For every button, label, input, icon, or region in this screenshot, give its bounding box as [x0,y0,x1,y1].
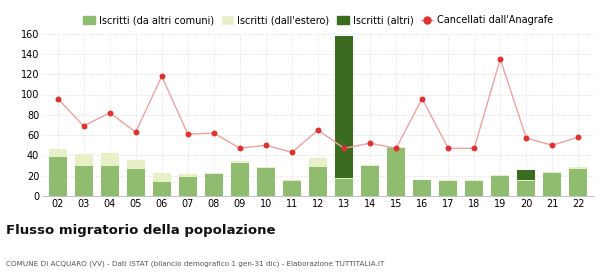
Bar [179,177,197,196]
Bar [439,180,457,181]
Bar [179,174,197,177]
Bar [309,167,327,196]
Bar [517,181,535,196]
Bar [74,165,93,196]
Text: Flusso migratorio della popolazione: Flusso migratorio della popolazione [6,224,275,237]
Point [469,146,479,151]
Bar [491,175,509,176]
Bar [413,180,431,196]
Legend: Iscritti (da altri comuni), Iscritti (dall'estero), Iscritti (altri), Cancellati: Iscritti (da altri comuni), Iscritti (da… [83,15,553,25]
Bar [543,173,562,196]
Point [521,136,531,140]
Bar [205,173,223,174]
Bar [387,147,405,148]
Bar [257,167,275,196]
Point [574,135,583,139]
Point [53,96,62,101]
Bar [491,176,509,196]
Bar [335,36,353,178]
Point [496,57,505,61]
Bar [543,172,562,173]
Bar [49,149,67,157]
Point [418,96,427,101]
Point [105,111,115,115]
Bar [439,181,457,196]
Point [313,128,323,132]
Bar [283,180,301,181]
Bar [283,181,301,196]
Bar [127,169,145,196]
Bar [101,165,119,196]
Bar [569,169,587,196]
Point [365,141,375,146]
Point [183,132,193,136]
Text: COMUNE DI ACQUARO (VV) - Dati ISTAT (bilancio demografico 1 gen-31 dic) - Elabor: COMUNE DI ACQUARO (VV) - Dati ISTAT (bil… [6,260,384,267]
Bar [152,182,171,196]
Point [391,146,401,151]
Point [131,130,140,134]
Bar [127,160,145,169]
Point [339,146,349,151]
Bar [74,154,93,165]
Point [287,150,297,155]
Point [548,143,557,148]
Point [157,74,167,78]
Bar [309,158,327,167]
Point [235,146,245,151]
Bar [152,173,171,182]
Bar [205,174,223,196]
Bar [517,170,535,180]
Bar [465,181,484,196]
Point [443,146,453,151]
Bar [335,178,353,179]
Bar [335,179,353,196]
Bar [465,180,484,181]
Bar [517,180,535,181]
Point [209,131,218,135]
Point [261,143,271,148]
Bar [569,167,587,169]
Bar [387,148,405,196]
Bar [101,153,119,165]
Point [79,124,88,128]
Bar [49,157,67,196]
Bar [361,165,379,196]
Bar [231,162,249,196]
